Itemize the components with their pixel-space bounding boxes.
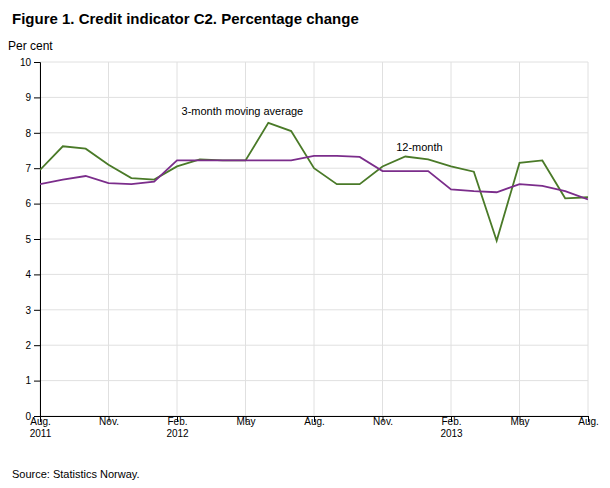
- x-tick: Aug.2011: [30, 416, 52, 439]
- x-tick-label-line: Nov.: [99, 416, 119, 427]
- y-tick: 6: [25, 198, 40, 209]
- x-tick-label: Aug.: [304, 416, 325, 427]
- x-tick: Aug.: [304, 416, 325, 427]
- y-tick: 1: [25, 375, 40, 386]
- grid-line-x: [519, 62, 520, 416]
- y-tick-mark: [34, 345, 40, 346]
- y-tick-mark: [34, 62, 40, 63]
- y-tick-label: 5: [25, 234, 31, 245]
- x-tick-label-line: 2012: [166, 428, 189, 439]
- y-tick: 5: [25, 234, 40, 245]
- grid-line-x: [177, 62, 178, 416]
- y-tick: 8: [25, 128, 40, 139]
- x-tick: Nov.: [373, 416, 393, 427]
- grid-line-x: [314, 62, 315, 416]
- x-tick: Feb.2012: [166, 416, 189, 439]
- x-tick-label-line: Feb.: [441, 416, 461, 427]
- grid-line-x: [108, 62, 109, 416]
- title: Figure 1. Credit indicator C2. Percentag…: [12, 10, 359, 27]
- y-tick-label: 6: [25, 198, 31, 209]
- x-tick-label: May: [237, 416, 256, 427]
- y-tick-mark: [34, 168, 40, 169]
- y-tick-mark: [34, 97, 40, 98]
- x-tick: May: [511, 416, 530, 427]
- x-tick-label-line: Aug.: [578, 416, 599, 427]
- source: Source: Statistics Norway.: [12, 468, 140, 480]
- y-tick-label: 10: [20, 57, 32, 68]
- annotation: 3-month moving average: [182, 105, 304, 117]
- x-tick-label-line: May: [511, 416, 530, 427]
- y-tick: 3: [25, 305, 40, 316]
- x-tick-label: Feb.2012: [166, 416, 189, 439]
- y-tick-mark: [34, 381, 40, 382]
- y-tick-mark: [34, 133, 40, 134]
- x-tick-label-line: 2011: [30, 428, 52, 439]
- x-tick-label: Aug.2011: [30, 416, 52, 439]
- x-tick-label: Aug.: [578, 416, 599, 427]
- x-tick-label-line: May: [237, 416, 256, 427]
- x-tick: Nov.: [99, 416, 119, 427]
- y-tick-mark: [34, 274, 40, 275]
- y-tick-label: 9: [25, 92, 31, 103]
- y-tick: 2: [25, 340, 40, 351]
- x-axis: Aug.2011Nov.Feb.2012MayAug.Nov.Feb.2013M…: [30, 416, 599, 439]
- y-tick-label: 3: [25, 305, 31, 316]
- y-tick-label: 8: [25, 128, 31, 139]
- x-tick-label: Feb.2013: [440, 416, 463, 439]
- y-tick-label: 1: [25, 375, 31, 386]
- x-tick: Aug.: [578, 416, 599, 427]
- y-tick-label: 7: [25, 163, 31, 174]
- y-tick: 10: [20, 57, 40, 68]
- x-tick-label-line: Aug.: [304, 416, 325, 427]
- grid-line-x: [588, 62, 589, 416]
- grid-line-x: [382, 62, 383, 416]
- chart: 012345678910Aug.2011Nov.Feb.2012MayAug.N…: [0, 0, 610, 488]
- x-tick: May: [237, 416, 256, 427]
- y-axis-title: Per cent: [8, 39, 53, 53]
- y-tick-mark: [34, 239, 40, 240]
- y-tick: 4: [25, 269, 40, 280]
- y-tick: 9: [25, 92, 40, 103]
- grid: [40, 62, 588, 416]
- y-tick-mark: [34, 204, 40, 205]
- x-tick-label-line: Nov.: [373, 416, 393, 427]
- series-line: [40, 123, 588, 241]
- x-tick: Feb.2013: [440, 416, 463, 439]
- series-line: [40, 156, 588, 200]
- x-tick-label: May: [511, 416, 530, 427]
- x-tick-label: Nov.: [99, 416, 119, 427]
- x-tick-label-line: Aug.: [30, 416, 51, 427]
- y-tick: 7: [25, 163, 40, 174]
- y-tick-label: 2: [25, 340, 31, 351]
- plot: 012345678910Aug.2011Nov.Feb.2012MayAug.N…: [8, 39, 599, 439]
- x-tick-label: Nov.: [373, 416, 393, 427]
- lines: [40, 123, 588, 241]
- y-tick-mark: [34, 310, 40, 311]
- x-tick-label-line: 2013: [440, 428, 463, 439]
- x-tick-label-line: Feb.: [167, 416, 187, 427]
- y-axis: 012345678910: [20, 57, 41, 422]
- annotations: 3-month moving average 12-month: [182, 105, 443, 153]
- annotation: 12-month: [396, 141, 442, 153]
- y-tick-label: 4: [25, 269, 31, 280]
- y-axis-line: [34, 63, 41, 417]
- grid-line-x: [451, 62, 452, 416]
